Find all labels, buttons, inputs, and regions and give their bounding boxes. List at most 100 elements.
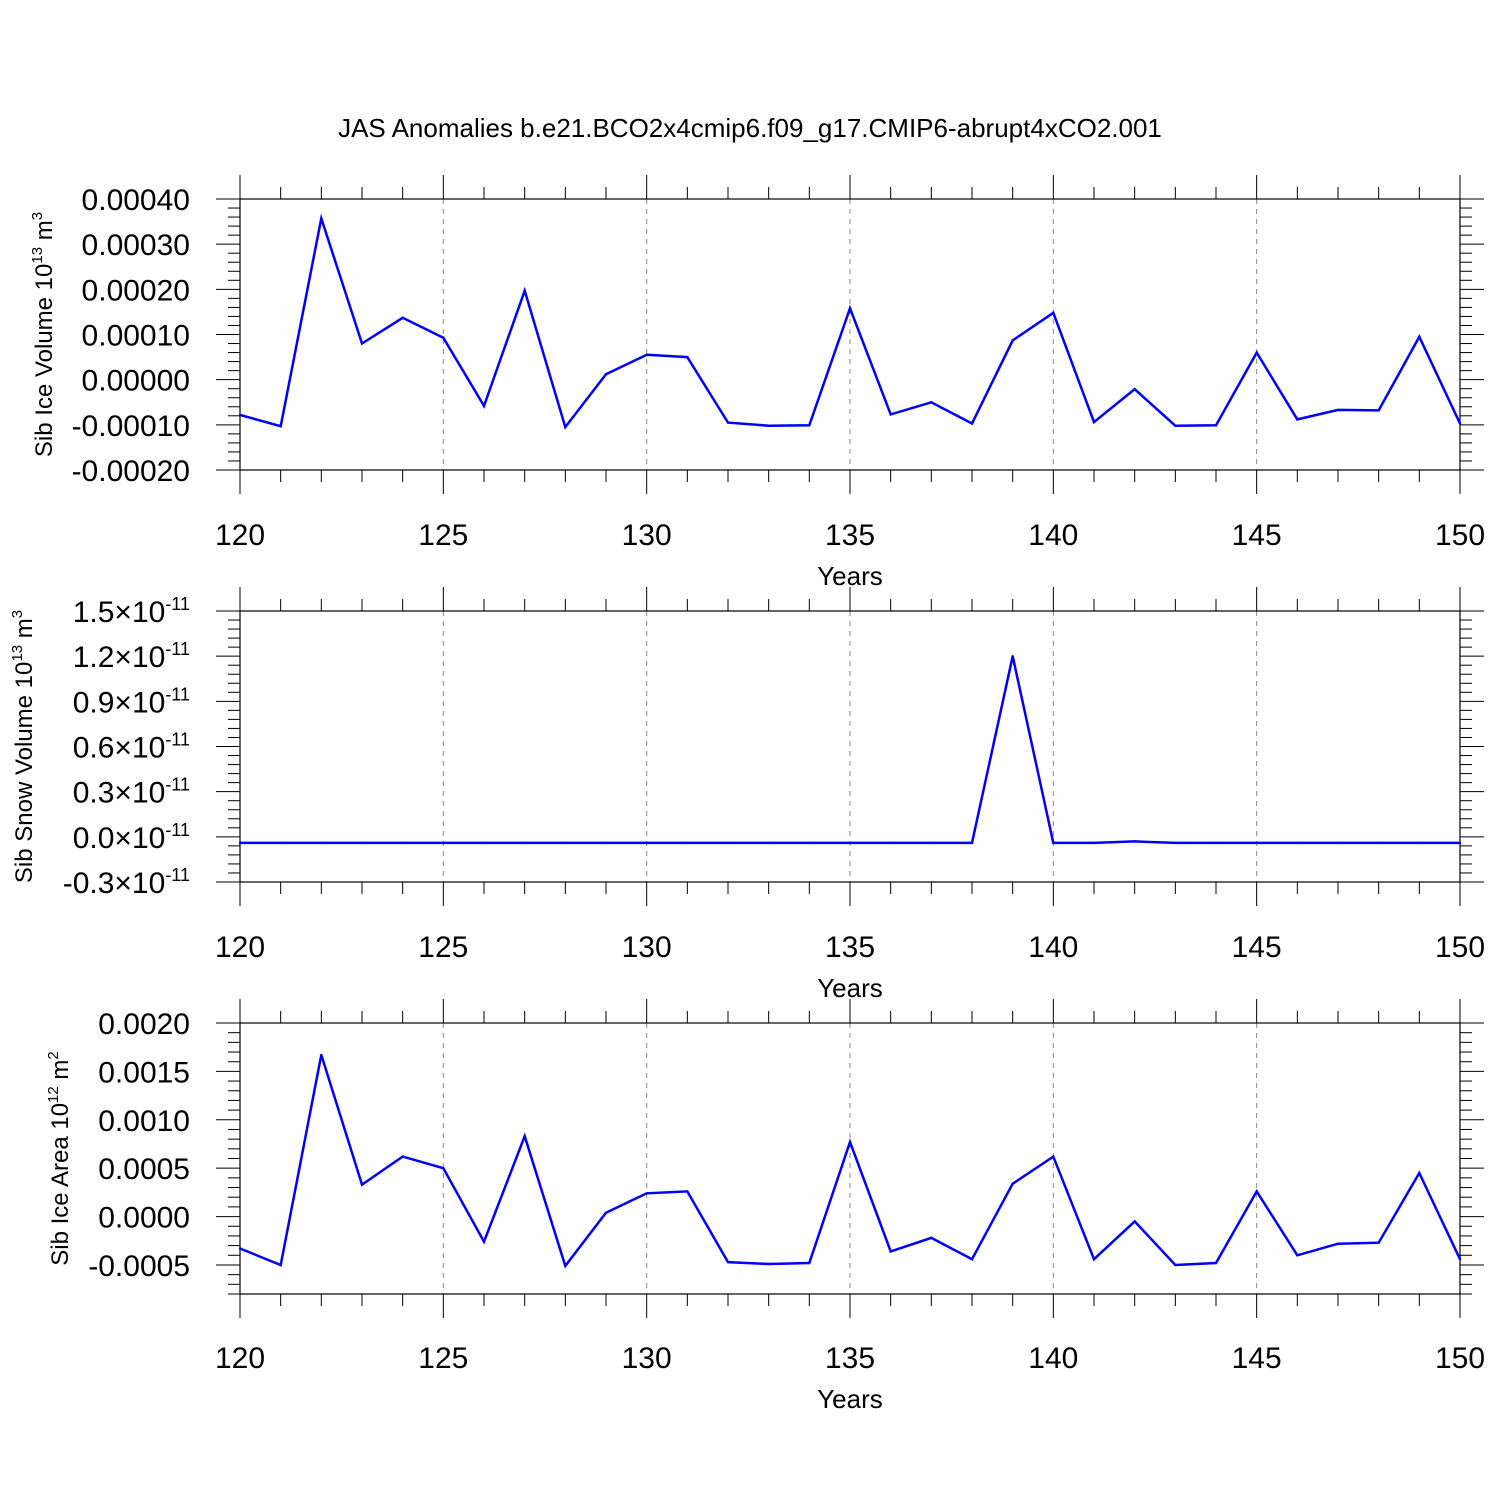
x-tick-label: 140 xyxy=(1028,1342,1078,1375)
data-point xyxy=(645,841,648,845)
data-point xyxy=(1052,1155,1055,1158)
data-point xyxy=(360,1183,364,1186)
data-point xyxy=(686,355,689,359)
data-point xyxy=(1458,841,1462,845)
y-tick-label: 0.00000 xyxy=(82,365,190,398)
data-point xyxy=(970,841,974,845)
y-tick-label: 1.2×10-11 xyxy=(73,639,190,674)
data-point xyxy=(1377,1241,1380,1244)
data-point xyxy=(279,1263,282,1267)
data-point xyxy=(645,1192,648,1195)
x-tick-label: 120 xyxy=(215,1342,265,1375)
data-point xyxy=(1336,408,1340,412)
x-tick-label: 150 xyxy=(1435,931,1485,964)
data-point xyxy=(604,1211,608,1214)
data-point xyxy=(767,424,770,427)
chart-title: JAS Anomalies b.e21.BCO2x4cmip6.f09_g17.… xyxy=(338,113,1162,143)
data-point xyxy=(1133,840,1136,843)
data-point xyxy=(320,217,323,220)
x-tick-label: 145 xyxy=(1232,519,1282,552)
data-point xyxy=(1092,841,1096,845)
data-point xyxy=(238,841,242,845)
data-point xyxy=(1458,422,1462,425)
data-point xyxy=(360,841,364,845)
data-point xyxy=(482,1240,486,1243)
x-tick-label: 135 xyxy=(825,1342,875,1375)
data-point xyxy=(1214,1261,1218,1265)
x-tick-label: 145 xyxy=(1232,931,1282,964)
data-point xyxy=(1133,387,1136,391)
x-tick-label: 135 xyxy=(825,931,875,964)
chart-panel-1: 120 125 130 135 140 145 150 0.00040 0.00030 0.000… xyxy=(29,175,1485,591)
data-point xyxy=(401,841,404,845)
data-point xyxy=(564,1264,567,1268)
y-tick-label: 0.0020 xyxy=(98,1008,190,1041)
y-tick-label: -0.3×10-11 xyxy=(63,865,190,900)
data-point xyxy=(564,425,567,429)
data-point xyxy=(564,841,567,845)
data-point xyxy=(726,1260,730,1264)
data-point xyxy=(401,316,404,319)
data-point xyxy=(523,289,526,292)
data-point xyxy=(1377,409,1380,412)
data-point xyxy=(1092,1257,1096,1261)
y-tick-label: 0.9×10-11 xyxy=(73,684,190,719)
x-tick-label: 125 xyxy=(418,1342,468,1375)
data-point xyxy=(1296,841,1299,845)
x-tick-label: 130 xyxy=(622,1342,672,1375)
x-tick-label: 150 xyxy=(1435,1342,1485,1375)
data-point xyxy=(726,841,730,845)
x-tick-label: 140 xyxy=(1028,931,1078,964)
y-tick-label: 1.5×10-11 xyxy=(73,594,190,629)
data-point xyxy=(1296,1254,1299,1257)
data-point xyxy=(442,1166,445,1170)
y-axis-label: Sib Ice Area 1012 m2 xyxy=(45,1051,74,1265)
data-point xyxy=(767,841,770,845)
data-point xyxy=(808,424,811,427)
data-point xyxy=(808,1261,811,1265)
data-point xyxy=(320,841,323,845)
data-point xyxy=(889,1250,892,1253)
y-tick-label: 0.0015 xyxy=(98,1056,190,1089)
data-point xyxy=(1458,1257,1462,1261)
data-point xyxy=(1174,424,1177,427)
data-point xyxy=(808,841,811,845)
data-point xyxy=(482,404,486,408)
x-tick-label: 125 xyxy=(418,519,468,552)
chart-panel-3: 120 125 130 135 140 145 150 0.0020 0.0015 0.0010 0… xyxy=(45,999,1485,1414)
y-axis-label: Sib Ice Volume 1013 m3 xyxy=(29,212,58,457)
y-tick-label: 0.3×10-11 xyxy=(73,775,190,810)
data-point xyxy=(848,841,852,845)
y-tick-label: 0.00030 xyxy=(82,229,190,262)
data-point xyxy=(889,413,892,416)
data-point xyxy=(848,307,852,310)
data-point xyxy=(930,841,933,845)
data-point xyxy=(1418,1171,1421,1175)
data-point xyxy=(1011,1182,1014,1185)
data-point xyxy=(1214,424,1218,427)
data-point xyxy=(360,342,364,345)
data-point xyxy=(604,841,608,845)
x-tick-label: 120 xyxy=(215,931,265,964)
x-tick-label: 130 xyxy=(622,519,672,552)
data-point xyxy=(238,413,242,417)
x-tick-label: 130 xyxy=(622,931,672,964)
x-axis-label: Years xyxy=(817,1384,883,1414)
data-point xyxy=(726,421,730,424)
data-point xyxy=(1255,841,1258,845)
data-point xyxy=(1336,841,1340,845)
x-tick-label: 145 xyxy=(1232,1342,1282,1375)
x-tick-label: 150 xyxy=(1435,519,1485,552)
data-point xyxy=(930,1236,933,1240)
data-point xyxy=(523,841,526,845)
data-point xyxy=(1336,1242,1340,1245)
y-tick-label: 0.0010 xyxy=(98,1105,190,1138)
data-point xyxy=(1011,339,1014,342)
data-point xyxy=(442,841,445,845)
data-point xyxy=(401,1155,404,1158)
data-point xyxy=(767,1262,770,1266)
y-tick-label: 0.00020 xyxy=(82,274,190,307)
data-point xyxy=(238,1247,242,1250)
data-point xyxy=(1133,1220,1136,1223)
